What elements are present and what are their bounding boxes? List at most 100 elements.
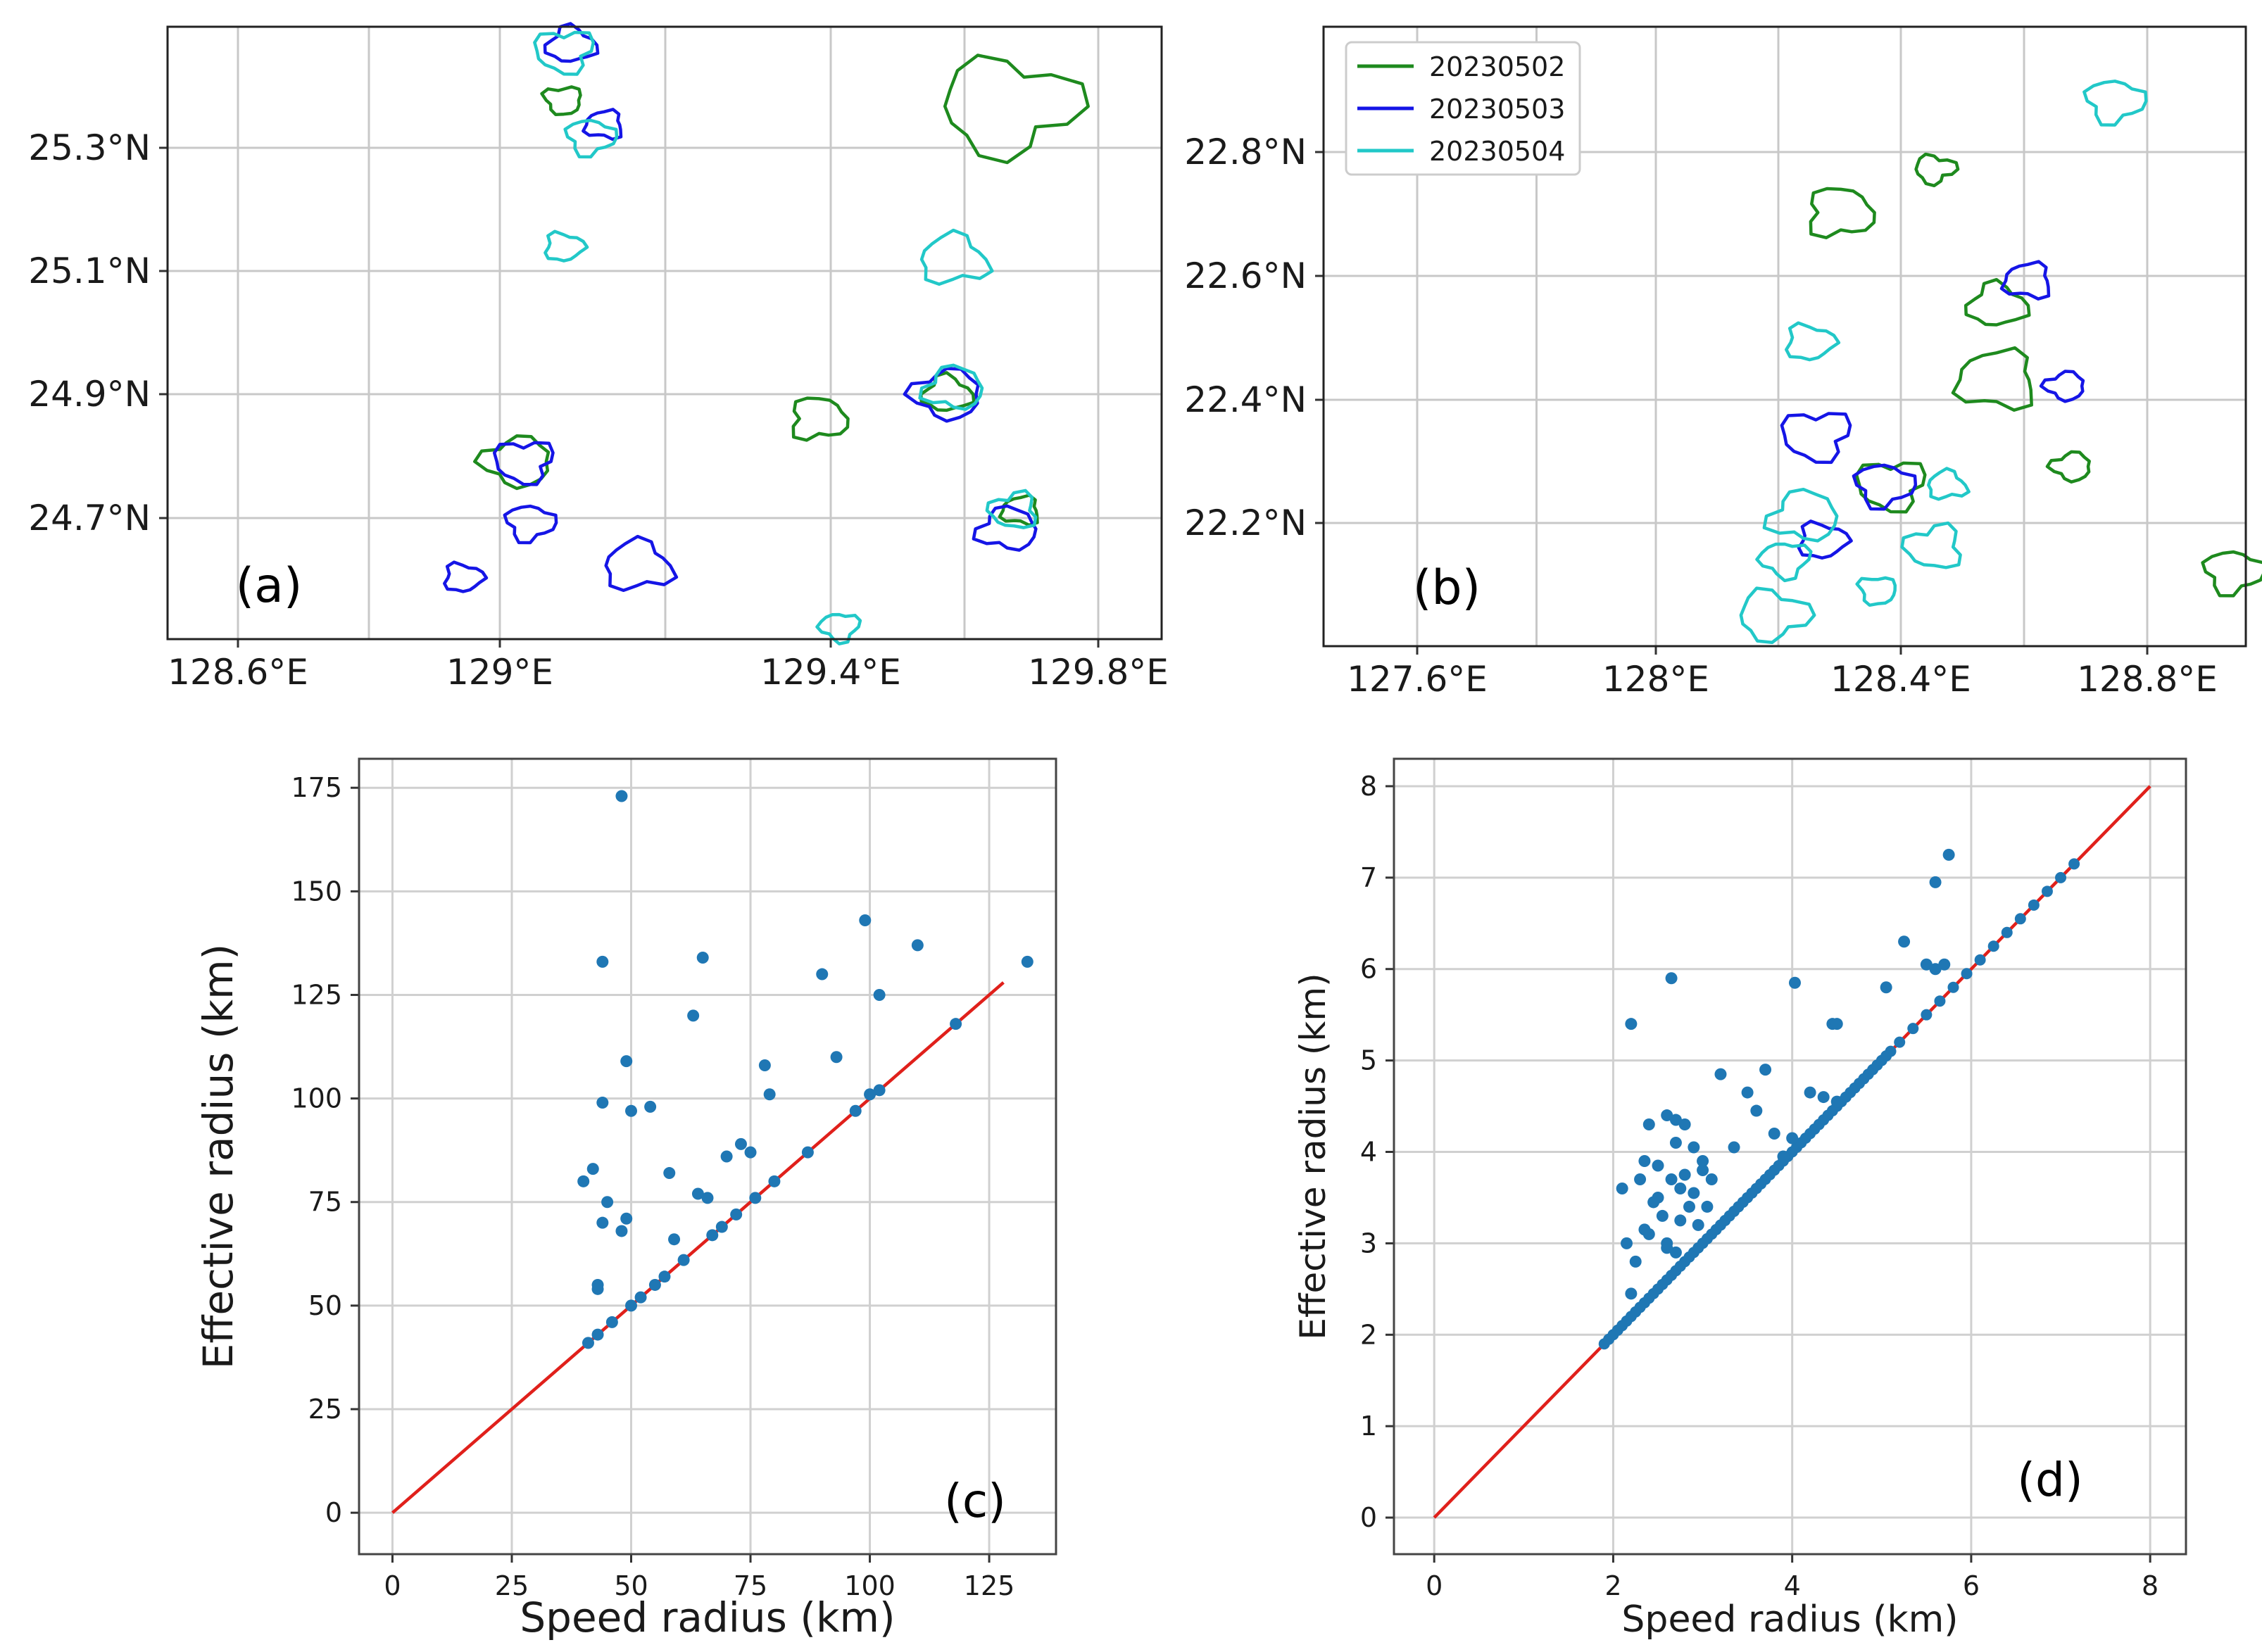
scatter-point: [615, 790, 628, 802]
scatter-point: [911, 939, 924, 952]
contour-20230502: [791, 396, 850, 442]
scatter-point: [1947, 981, 1959, 993]
scatter-point: [816, 968, 829, 981]
scatter-point: [1929, 876, 1942, 888]
scatter-point: [1898, 935, 1911, 948]
contour-20230504: [985, 488, 1038, 529]
y-tick-label: 22.8°N: [1184, 132, 1307, 172]
scatter-point: [2041, 885, 2053, 897]
legend: 20230502 20230503 20230504: [1345, 41, 1581, 176]
scatter-point: [1934, 995, 1946, 1007]
scatter-point: [830, 1051, 843, 1064]
contour-20230502: [1951, 346, 2033, 412]
contour-20230504: [563, 118, 619, 159]
x-tick-label: 128.4°E: [1830, 659, 1971, 700]
contour-20230502: [943, 53, 1090, 165]
contour-20230504: [533, 30, 596, 76]
y-tick-label: 125: [291, 979, 342, 1010]
y-tick-label: 4: [1360, 1137, 1377, 1168]
scatter-point: [1674, 1182, 1687, 1194]
y-tick-label: 175: [291, 772, 342, 803]
scatter-point: [873, 988, 886, 1001]
y-tick-label: 6: [1360, 954, 1377, 985]
y-tick-label: 24.9°N: [28, 374, 151, 415]
scatter-point: [1786, 1132, 1799, 1145]
scatter-point: [591, 1328, 604, 1341]
y-axis-label: Effective radius (km): [194, 944, 242, 1370]
scatter-panel-c: 0 25 50 75 100 125 0 25 50 75 100 125 150 175 Speed ra…: [194, 757, 1057, 1641]
scatter-point: [749, 1192, 762, 1204]
contour-20230504: [919, 228, 994, 286]
scatter-point: [2001, 926, 2013, 938]
scatter-point: [591, 1282, 604, 1295]
x-tick-label: 129°E: [446, 652, 553, 693]
scatter-point: [1921, 1009, 1933, 1021]
y-tick-label: 22.6°N: [1184, 256, 1307, 296]
scatter-point: [720, 1150, 733, 1163]
plot-frame: [1322, 25, 2247, 648]
y-tick-label: 22.2°N: [1184, 503, 1307, 543]
scatter-point: [1647, 1196, 1660, 1209]
x-axis-label: Speed radius (km): [520, 1594, 895, 1641]
x-tick-label: 4: [1784, 1570, 1801, 1601]
scatter-point: [734, 1137, 747, 1150]
scatter-point: [1674, 1214, 1687, 1227]
scatter-point: [1920, 958, 1933, 971]
legend-box: [1345, 41, 1581, 176]
scatter-point: [715, 1221, 728, 1233]
scatter-panel-d: 0 2 4 6 8 0 1 2 3 4 5 6 7 8 Speed radius (km) Effective…: [1293, 757, 2187, 1641]
reference-line-1to1: [391, 981, 1005, 1514]
contour-20230503: [492, 441, 555, 486]
x-tick-label: 25: [495, 1570, 529, 1601]
y-tick-label: 25.1°N: [28, 251, 151, 291]
scatter-point: [1830, 1095, 1843, 1108]
scatter-point: [730, 1208, 743, 1221]
x-axis-label: Speed radius (km): [1621, 1599, 1958, 1641]
map-panel-a: 128.6°E 129°E 129.4°E 129.8°E 25.3°N 25.1°N 24…: [28, 22, 1169, 693]
scatter-point: [596, 955, 609, 968]
scatter-point: [1669, 1246, 1682, 1259]
scatter-point: [625, 1104, 638, 1117]
contour-20230504: [543, 229, 589, 263]
legend-entry: 20230502: [1429, 51, 1565, 82]
contour-20230502: [1963, 277, 2031, 327]
scatter-point: [864, 1088, 876, 1101]
scatter-point: [1656, 1209, 1669, 1222]
x-tick-label: 0: [1426, 1570, 1443, 1601]
scatter-point: [1705, 1173, 1718, 1185]
scatter-point: [663, 1167, 676, 1180]
y-tick-label: 8: [1360, 771, 1377, 802]
scatter-point: [849, 1104, 862, 1117]
scatter-point: [706, 1229, 719, 1242]
scatter-point: [1894, 1036, 1906, 1048]
scatter-point: [1929, 963, 1942, 976]
scatter-point: [1688, 1187, 1700, 1199]
scatter-point: [668, 1233, 681, 1246]
scatter-point: [1638, 1154, 1651, 1167]
scatter-point: [2028, 899, 2040, 911]
scatter-point: [744, 1146, 757, 1159]
scatter-point: [1021, 955, 1033, 968]
map-panel-b: 127.6°E 128°E 128.4°E 128.8°E 22.8°N 22.6°N 22…: [1184, 25, 2262, 700]
scatter-point: [763, 1088, 776, 1101]
contour-20230504: [1755, 542, 1813, 583]
scatter-point: [1728, 1141, 1740, 1154]
scatter-point: [701, 1192, 714, 1204]
scatter-point: [1788, 976, 1801, 989]
scatter-point: [1665, 972, 1678, 985]
contour-20230502: [2045, 450, 2091, 484]
x-tick-label: 128.6°E: [168, 652, 308, 693]
contour-20230503: [604, 534, 679, 593]
panel-label: (c): [944, 1474, 1006, 1528]
contour-20230503: [2039, 370, 2085, 403]
plot-area: [359, 759, 1056, 1554]
x-tick-label: 50: [614, 1570, 648, 1601]
y-tick-label: 1: [1360, 1411, 1377, 1442]
scatter-point: [1938, 958, 1951, 971]
contour-20230503: [443, 560, 489, 593]
scatter-point: [1750, 1104, 1763, 1117]
scatter-point: [1634, 1173, 1647, 1185]
y-tick-label: 25: [308, 1394, 342, 1425]
scatter-point: [1638, 1223, 1651, 1236]
